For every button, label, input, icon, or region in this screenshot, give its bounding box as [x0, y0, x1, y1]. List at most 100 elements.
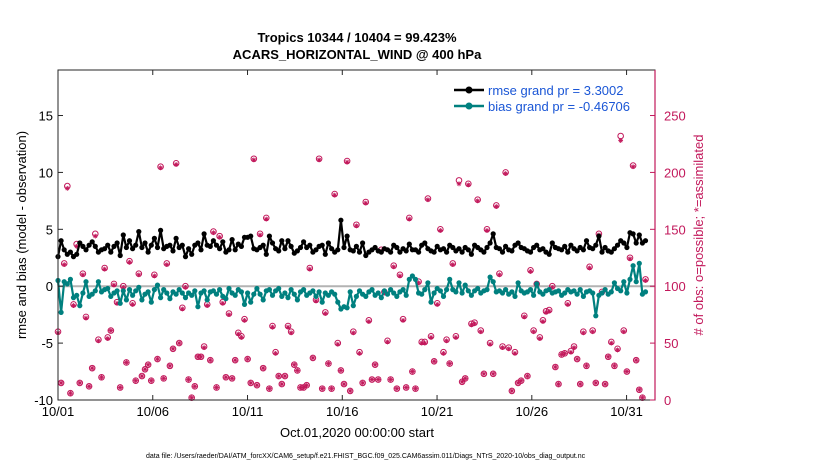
y-axis-label: rmse and bias (model - observation) — [14, 131, 29, 339]
rmse-point — [593, 242, 599, 248]
asterisk-stroke — [376, 377, 381, 382]
obs-assimilated-marker — [304, 382, 310, 388]
asterisk-stroke — [438, 228, 443, 233]
obs-assimilated-marker — [164, 262, 170, 267]
obs-assimilated-marker — [493, 204, 499, 209]
rmse-point — [307, 242, 313, 248]
obs-assimilated-marker — [80, 272, 86, 278]
asterisk-stroke — [531, 329, 536, 334]
bias-point — [412, 276, 419, 282]
bias-point — [276, 285, 282, 292]
bias-point — [151, 287, 157, 293]
bias-point — [89, 291, 95, 297]
asterisk-stroke — [609, 341, 614, 346]
obs-assimilated-marker — [266, 386, 272, 392]
asterisk-stroke — [264, 217, 269, 222]
obs-assimilated-marker — [546, 308, 552, 314]
rmse-point — [546, 251, 552, 257]
asterisk-stroke — [335, 342, 340, 347]
asterisk-stroke — [254, 383, 259, 388]
obs-possible-marker — [552, 363, 559, 371]
obs-possible-marker — [231, 356, 239, 364]
y-right-tick-label: 0 — [664, 393, 671, 408]
bias-point — [627, 276, 633, 282]
bias-point — [633, 279, 639, 285]
obs-assimilated-marker — [556, 381, 561, 387]
asterisk-stroke — [258, 233, 263, 237]
obs-assimilated-marker — [270, 324, 275, 330]
rmse-point — [226, 247, 232, 253]
bias-point — [232, 292, 238, 298]
asterisk-stroke — [292, 362, 297, 367]
obs-assimilated-marker — [192, 383, 198, 389]
obs-possible-marker — [213, 384, 220, 391]
asterisk-stroke — [612, 363, 617, 368]
obs-possible-marker — [175, 339, 183, 347]
obs-possible-marker — [116, 384, 124, 391]
obs-possible-marker — [281, 372, 289, 380]
obs-possible-marker — [555, 380, 562, 388]
rmse-point — [198, 247, 204, 253]
bias-point — [266, 287, 272, 293]
plot-area: 10/01 10/06 10/11 10/16 10/21 10/26 10/31 -10-… — [34, 69, 686, 419]
rmse-point — [621, 240, 627, 246]
rmse-point — [142, 240, 148, 246]
asterisk-stroke — [133, 378, 138, 383]
bias-point — [238, 289, 244, 295]
obs-assimilated-marker — [58, 380, 64, 386]
rmse-point — [633, 240, 639, 246]
obs-possible-marker — [318, 385, 326, 392]
rmse-point — [549, 240, 555, 246]
bias-point — [440, 293, 447, 299]
bias-point — [58, 309, 64, 315]
obs-assimilated-marker — [313, 298, 319, 304]
bias-point — [80, 290, 86, 296]
obs-possible-marker — [446, 360, 453, 367]
bias-point — [136, 284, 142, 290]
obs-assimilated-marker — [350, 330, 356, 336]
obs-assimilated-marker — [360, 380, 366, 386]
asterisk-stroke — [572, 345, 577, 350]
obs-assimilated-marker — [155, 356, 160, 362]
bias-point — [555, 288, 562, 294]
asterisk-stroke — [171, 346, 176, 351]
asterisk-stroke — [289, 330, 294, 335]
rmse-point — [434, 243, 440, 249]
rmse-point — [515, 240, 521, 246]
obs-assimilated-marker — [497, 272, 502, 278]
obs-assimilated-marker — [531, 329, 537, 335]
obs-assimilated-marker — [584, 363, 589, 369]
asterisk-stroke — [332, 193, 337, 198]
bias-point — [83, 279, 89, 285]
asterisk-stroke — [99, 375, 104, 380]
legend-bias-label: bias grand pr = -0.46706 — [488, 99, 630, 114]
asterisk-stroke — [450, 262, 455, 267]
rmse-point — [201, 231, 207, 237]
bias-point — [126, 287, 133, 293]
obs-possible-marker — [604, 353, 612, 361]
asterisk-stroke — [286, 325, 291, 330]
asterisk-stroke — [484, 228, 489, 233]
rmse-point — [465, 247, 471, 253]
obs-possible-marker — [368, 376, 376, 383]
chart-subtitle: ACARS_HORIZONTAL_WIND @ 400 hPa — [233, 47, 482, 62]
asterisk-stroke — [435, 302, 440, 307]
rmse-point — [388, 249, 394, 255]
rmse-point — [217, 246, 223, 252]
rmse-point — [108, 249, 114, 255]
asterisk-stroke — [540, 319, 545, 324]
bias-point — [301, 287, 307, 293]
asterisk-stroke — [397, 273, 402, 278]
asterisk-stroke — [624, 369, 629, 374]
obs-possible-marker — [138, 372, 146, 380]
asterisk-stroke — [556, 382, 561, 387]
asterisk-stroke — [314, 299, 319, 303]
asterisk-stroke — [422, 341, 427, 346]
obs-assimilated-marker — [89, 365, 95, 371]
bias-point — [291, 291, 297, 297]
bias-point — [356, 288, 363, 294]
obs-assimilated-marker — [506, 346, 512, 352]
obs-assimilated-marker — [568, 349, 574, 355]
obs-assimilated-marker — [226, 312, 232, 318]
rmse-point — [503, 243, 509, 249]
